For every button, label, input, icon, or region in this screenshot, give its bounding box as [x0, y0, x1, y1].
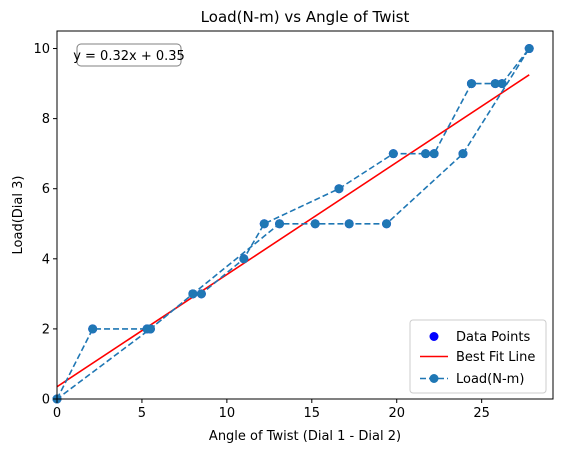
- load-series-marker: [344, 219, 354, 229]
- load-series-marker: [196, 289, 206, 299]
- y-tick-label: 0: [42, 393, 50, 408]
- series-layer: [52, 44, 534, 404]
- legend: Data Points Best Fit Line Load(N-m): [409, 319, 547, 394]
- load-series-marker: [388, 149, 398, 159]
- load-series-marker: [458, 149, 468, 159]
- x-tick-label: 10: [219, 406, 236, 421]
- load-series-line: [56, 48, 530, 400]
- legend-label: Data Points: [456, 330, 530, 345]
- y-tick-label: 10: [33, 42, 50, 57]
- load-series-marker: [259, 219, 269, 229]
- legend-label: Load(N-m): [456, 372, 524, 387]
- load-series-marker: [188, 289, 198, 299]
- fit-equation-annotation: y = 0.32x + 0.35: [73, 43, 185, 67]
- x-axis: 0 5 10 15 20 25: [53, 399, 490, 421]
- load-series-marker: [239, 254, 249, 264]
- load-series-marker: [429, 149, 439, 159]
- load-series-marker: [88, 324, 98, 334]
- load-series-marker: [275, 219, 285, 229]
- y-tick-label: 4: [42, 252, 50, 267]
- x-tick-label: 20: [388, 406, 405, 421]
- x-tick-label: 0: [53, 406, 61, 421]
- y-axis: 0 2 4 6 8 10: [33, 42, 57, 408]
- legend-label: Best Fit Line: [456, 350, 535, 365]
- y-tick-label: 6: [42, 182, 50, 197]
- legend-marker-load-point: [429, 374, 439, 383]
- best-fit-line: [56, 74, 530, 388]
- y-tick-label: 8: [42, 112, 50, 127]
- x-axis-label: Angle of Twist (Dial 1 - Dial 2): [209, 429, 401, 444]
- x-tick-label: 25: [473, 406, 490, 421]
- x-tick-label: 5: [138, 406, 146, 421]
- annotation-text: y = 0.32x + 0.35: [73, 49, 185, 64]
- x-tick-label: 15: [304, 406, 321, 421]
- load-series-marker: [524, 44, 534, 54]
- load-series-marker: [466, 79, 476, 89]
- load-series-marker: [310, 219, 320, 229]
- load-series-marker: [334, 184, 344, 194]
- y-tick-label: 2: [42, 322, 50, 337]
- load-series-marker: [145, 324, 155, 334]
- plot-frame: [56, 30, 554, 400]
- y-axis-label: Load(Dial 3): [11, 176, 26, 255]
- legend-marker-data-points: [429, 332, 439, 341]
- chart-title: Load(N-m) vs Angle of Twist: [201, 8, 410, 26]
- load-series-marker: [421, 149, 431, 159]
- legend-box: [409, 319, 547, 394]
- load-series-marker: [497, 79, 507, 89]
- load-series-marker: [382, 219, 392, 229]
- annotation-box: [76, 43, 182, 67]
- load-series-marker: [490, 79, 500, 89]
